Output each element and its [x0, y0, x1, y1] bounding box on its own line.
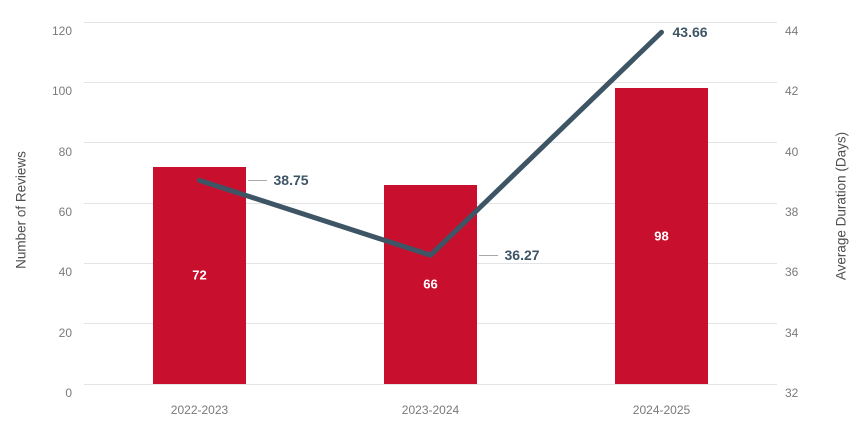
gridline — [84, 383, 777, 385]
left-axis-tick-label: 60 — [58, 205, 72, 219]
leader-line — [479, 255, 498, 257]
bar-value-label: 72 — [192, 267, 207, 283]
left-axis-title: Number of Reviews — [13, 151, 29, 269]
right-axis-tick-label: 42 — [785, 84, 799, 99]
left-axis-tick-label: 80 — [58, 144, 72, 159]
right-axis-tick-label: 38 — [785, 205, 799, 219]
line-value-label: 43.66 — [672, 24, 708, 41]
right-axis-title: Average Duration (Days) — [833, 131, 849, 281]
gridline — [84, 81, 777, 83]
category-label: 2024-2025 — [632, 403, 691, 417]
left-axis-tick-label: 40 — [58, 265, 72, 280]
bar-value-label: 98 — [654, 228, 669, 244]
left-axis-tick-label: 0 — [65, 386, 72, 400]
right-axis-tick-label: 36 — [785, 265, 799, 280]
line-value-label: 38.75 — [273, 172, 309, 189]
leader-line — [248, 180, 267, 182]
left-axis-tick-label: 120 — [51, 24, 72, 38]
right-axis-tick-label: 32 — [785, 386, 799, 400]
category-label: 2023-2024 — [401, 403, 460, 417]
left-axis-tick-label: 20 — [58, 325, 72, 340]
right-axis-tick-label: 44 — [785, 24, 799, 38]
bar-value-label: 66 — [423, 276, 438, 292]
category-label: 2022-2023 — [170, 403, 229, 417]
left-axis-tick-label: 100 — [51, 84, 72, 99]
gridline — [84, 21, 777, 23]
line-value-label: 36.27 — [504, 247, 540, 264]
right-axis-tick-label: 40 — [785, 144, 799, 159]
right-axis-tick-label: 34 — [785, 325, 799, 340]
